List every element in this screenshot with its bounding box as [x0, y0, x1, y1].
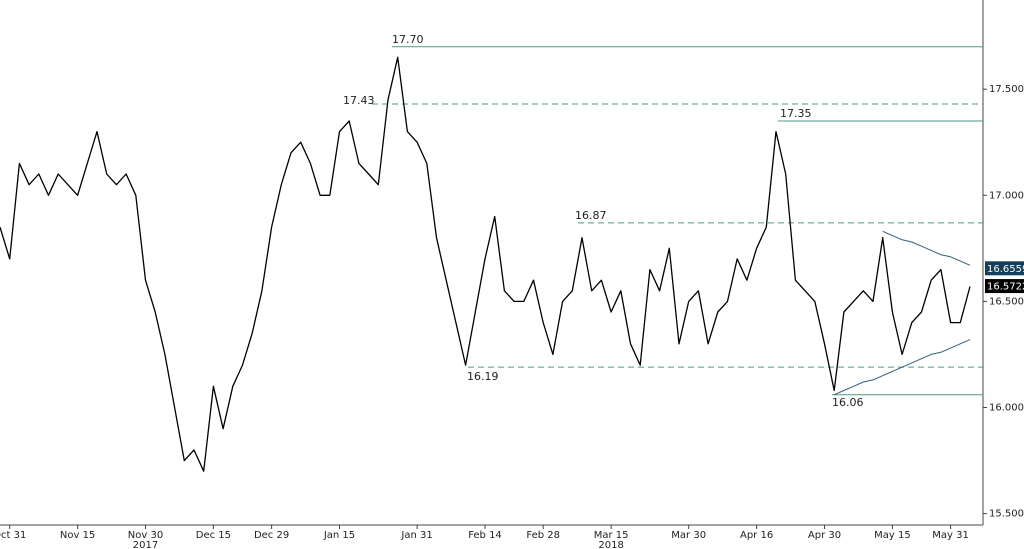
year-label: 2017 — [133, 540, 158, 549]
level-label: 17.43 — [343, 94, 375, 107]
price-label: 16.5722 — [987, 282, 1024, 293]
year-label: 2018 — [598, 540, 623, 549]
x-tick-label: Oct 31 — [0, 530, 26, 541]
x-tick-label: Feb 14 — [468, 530, 502, 541]
x-tick-label: Nov 15 — [60, 530, 95, 541]
y-tick-label: 17.5000 — [989, 84, 1024, 95]
x-tick-label: May 31 — [932, 530, 969, 541]
x-tick-label: Apr 30 — [808, 530, 841, 541]
level-label: 17.70 — [392, 33, 424, 46]
y-tick-label: 16.5000 — [989, 296, 1024, 307]
level-label: 16.06 — [832, 396, 864, 409]
x-tick-label: Nov 30 — [128, 530, 163, 541]
x-tick-label: Jan 31 — [400, 530, 432, 541]
y-tick-label: 15.5000 — [989, 509, 1024, 520]
price-line — [0, 56, 971, 472]
level-label: 16.87 — [575, 209, 607, 222]
x-tick-label: Mar 30 — [671, 530, 706, 541]
x-tick-label: May 15 — [874, 530, 911, 541]
level-label: 17.35 — [780, 107, 812, 120]
x-tick-label: Jan 15 — [323, 530, 355, 541]
x-tick-label: Dec 29 — [254, 530, 289, 541]
trend-line — [882, 230, 971, 266]
y-tick-label: 17.0000 — [989, 190, 1024, 201]
price-label-box — [985, 279, 1024, 294]
x-tick-label: Apr 16 — [740, 530, 773, 541]
x-tick-label: Mar 15 — [594, 530, 629, 541]
price-label: 16.6559 — [987, 264, 1024, 275]
x-tick-label: Dec 15 — [196, 530, 231, 541]
y-tick-label: 16.0000 — [989, 403, 1024, 414]
trend-line — [833, 339, 971, 396]
level-label: 16.19 — [467, 370, 499, 383]
x-tick-label: Feb 28 — [526, 530, 560, 541]
price-label-box — [985, 261, 1024, 276]
